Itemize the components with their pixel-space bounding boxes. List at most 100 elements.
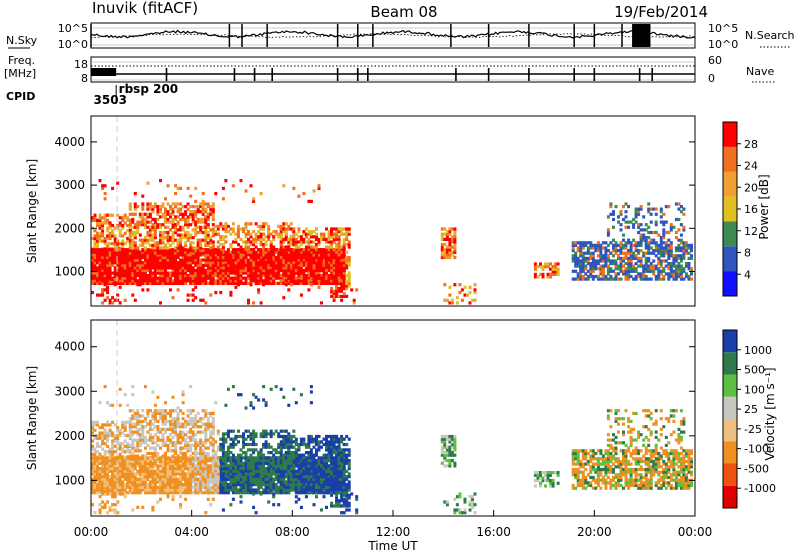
range-cell (131, 271, 135, 275)
range-cell (304, 268, 308, 273)
range-cell (330, 266, 334, 270)
range-cell (632, 225, 636, 229)
range-cell (619, 262, 623, 266)
range-cell (335, 281, 339, 285)
range-cell (239, 276, 243, 280)
range-cell (156, 225, 160, 229)
range-cell (143, 253, 147, 257)
range-cell (229, 480, 233, 484)
range-cell (166, 261, 170, 265)
range-cell (169, 488, 172, 492)
range-cell (279, 263, 283, 267)
range-cell (179, 491, 183, 495)
range-cell (111, 248, 115, 252)
range-cell (171, 464, 175, 468)
range-cell (128, 249, 132, 253)
range-cell (143, 266, 147, 270)
range-cell (211, 230, 215, 234)
range-cell (279, 258, 283, 262)
range-cell (302, 250, 306, 254)
range-cell (91, 261, 94, 265)
range-cell (304, 232, 308, 236)
range-cell (138, 472, 142, 476)
range-cell (184, 274, 188, 278)
range-cell (146, 491, 150, 495)
range-cell (171, 485, 175, 489)
range-cell (138, 268, 142, 273)
range-cell (148, 271, 152, 275)
range-cell (101, 456, 105, 460)
range-cell (184, 483, 188, 487)
range-cell (101, 277, 105, 282)
range-cell (98, 224, 102, 228)
range-cell (315, 258, 318, 262)
range-cell (337, 245, 341, 249)
range-cell (347, 276, 351, 280)
range-cell (342, 261, 346, 265)
range-cell (126, 239, 130, 243)
range-cell (143, 491, 147, 495)
range-cell (647, 277, 651, 281)
range-cell (113, 248, 117, 252)
range-cell (219, 483, 223, 487)
range-cell (672, 254, 676, 258)
range-cell (103, 239, 107, 243)
range-cell (342, 279, 346, 283)
range-cell (690, 272, 693, 276)
range-cell (206, 205, 210, 209)
range-cell (148, 225, 152, 229)
range-cell (209, 249, 213, 253)
range-cell (269, 480, 273, 484)
range-cell (244, 224, 248, 228)
range-cell (169, 228, 172, 232)
range-cell (440, 250, 444, 254)
range-cell (624, 246, 628, 250)
range-cell (101, 459, 105, 463)
range-cell (299, 485, 303, 489)
range-cell (118, 485, 122, 489)
range-cell (294, 243, 298, 247)
range-cell (606, 272, 610, 276)
range-cell (654, 243, 658, 247)
range-cell (252, 276, 256, 280)
range-cell (659, 251, 663, 255)
range-cell (257, 235, 261, 239)
range-cell (201, 274, 205, 278)
range-cell (289, 227, 293, 231)
range-cell (113, 261, 117, 265)
range-cell (294, 276, 298, 280)
range-cell (632, 243, 636, 247)
range-cell (166, 480, 170, 484)
range-cell (111, 186, 115, 190)
range-cell (121, 459, 125, 463)
range-cell (148, 472, 152, 476)
range-cell (113, 467, 117, 471)
range-cell (186, 202, 190, 206)
range-cell (594, 262, 598, 266)
range-cell (174, 258, 178, 262)
range-cell (332, 298, 336, 302)
range-cell (153, 220, 157, 224)
range-cell (231, 268, 235, 273)
range-cell (133, 263, 137, 267)
range-cell (234, 285, 238, 289)
range-cell (622, 264, 625, 268)
range-cell (98, 456, 102, 460)
range-cell (103, 218, 107, 222)
range-cell (622, 269, 625, 273)
range-cell (116, 261, 120, 265)
range-cell (111, 485, 115, 489)
range-cell (337, 263, 341, 267)
range-cell (101, 447, 105, 451)
range-cell (153, 464, 157, 468)
range-cell (302, 485, 306, 489)
range-cell (159, 268, 162, 273)
range-cell (93, 428, 97, 432)
range-cell (186, 467, 190, 471)
range-cell (612, 210, 615, 214)
range-cell (184, 279, 188, 283)
range-cell (126, 472, 130, 476)
range-cell (209, 266, 213, 270)
range-cell (647, 249, 651, 253)
range-cell (194, 220, 198, 224)
